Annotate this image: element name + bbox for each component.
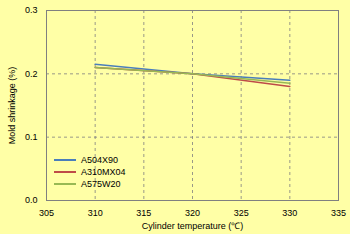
html-text:A504X90: A504X90 bbox=[81, 155, 118, 165]
svg-text:325: 325 bbox=[234, 208, 249, 218]
svg-text:0.3: 0.3 bbox=[25, 5, 38, 15]
html-text:A310MX04: A310MX04 bbox=[81, 167, 126, 177]
svg-text:305: 305 bbox=[39, 208, 54, 218]
svg-text:310: 310 bbox=[88, 208, 103, 218]
svg-text:335: 335 bbox=[331, 208, 346, 218]
svg-text:330: 330 bbox=[282, 208, 297, 218]
svg-text:Mold shrinkage (%): Mold shrinkage (%) bbox=[7, 67, 17, 145]
svg-text:320: 320 bbox=[185, 208, 200, 218]
html-text:A575W20: A575W20 bbox=[81, 179, 121, 189]
svg-text:0.1: 0.1 bbox=[25, 132, 38, 142]
svg-text:0.2: 0.2 bbox=[25, 69, 38, 79]
svg-text:0.0: 0.0 bbox=[25, 195, 38, 205]
svg-text:Cylinder temperature (℃): Cylinder temperature (℃) bbox=[142, 221, 244, 231]
svg-text:315: 315 bbox=[136, 208, 151, 218]
